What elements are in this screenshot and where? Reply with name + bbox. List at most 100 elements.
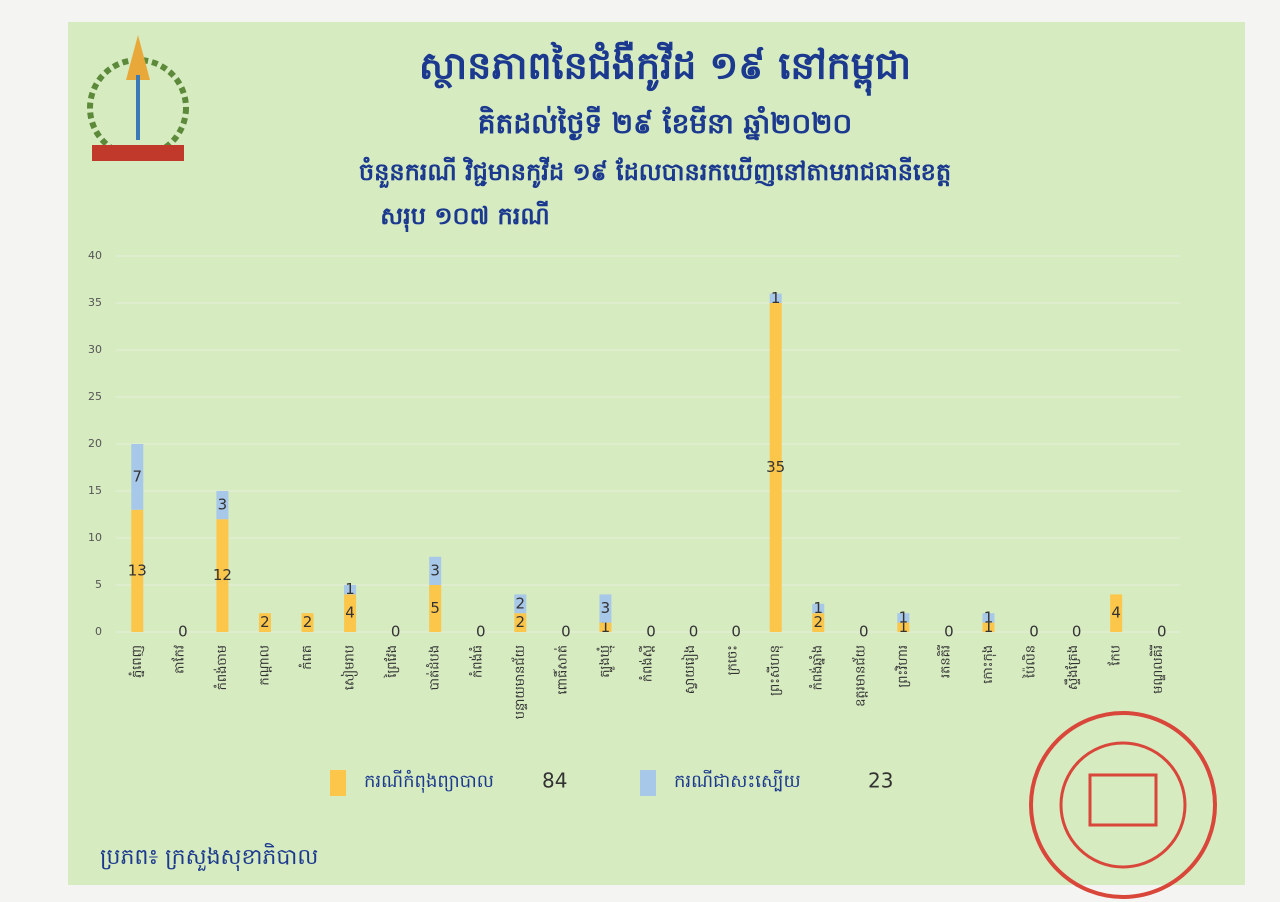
y-tick-label: 20 (88, 437, 102, 450)
bar-segment (982, 622, 995, 632)
data-label: 4 (345, 604, 355, 622)
x-tick-label: កោះកុង (981, 645, 997, 684)
legend-swatch (330, 770, 346, 796)
bar-segment (769, 303, 782, 632)
bar-segment (897, 613, 910, 623)
x-tick-label: មណ្ឌលគិរី (1149, 645, 1166, 694)
bar-segment (216, 519, 229, 632)
data-label: 2 (303, 613, 313, 631)
title: ស្ថានភាពនៃជំងឺកូវីដ ១៩ នៅកម្ពុជា (419, 41, 911, 97)
x-tick-label: ព្រៃវែង (383, 645, 400, 679)
bar-segment (216, 491, 229, 520)
x-tick-label: ឧត្តរមានជ័យ (851, 645, 868, 707)
source: ប្រភព៖ ក្រសួងសុខាភិបាល (100, 843, 318, 871)
x-tick-label: ស្វាយរៀង (681, 645, 699, 694)
total-text: សរុប ១០៧ ករណី (380, 200, 549, 233)
x-tick-label: កណ្តាល (257, 645, 272, 686)
x-tick-label: ព្រះសីហនុ (766, 645, 784, 696)
x-tick-label: កំពង់ស្ពឺ (639, 645, 656, 682)
legend-swatch (640, 770, 656, 796)
data-label: 1 (899, 618, 909, 636)
data-label: 1 (345, 580, 355, 598)
data-label: 7 (133, 467, 143, 485)
bar-segment (514, 594, 527, 614)
x-tick-label: ភ្នំពេញ (128, 645, 145, 678)
data-label: 0 (1072, 623, 1082, 641)
x-tick-label: ស្ទឹងត្រែង (1064, 645, 1081, 690)
x-tick-label: រតនគិរី (936, 645, 953, 678)
data-label: 35 (766, 458, 785, 476)
data-label: 2 (516, 613, 526, 631)
legend-total: 84 (542, 769, 567, 793)
data-label: 0 (391, 623, 401, 641)
legend-label: ករណីកំពុងព្យាបាល (364, 769, 494, 793)
x-tick-label: តាកែវ (170, 645, 187, 674)
data-label: 0 (178, 623, 188, 641)
x-tick-label: កំពង់ឆ្នាំង (809, 645, 826, 690)
data-label: 0 (944, 623, 954, 641)
x-tick-label: បាត់ដំបង (426, 645, 443, 690)
data-label: 2 (813, 613, 823, 631)
data-label: 1 (984, 608, 994, 626)
x-tick-label: ត្បូងឃ្មុំ (596, 645, 615, 678)
y-tick-label: 5 (95, 578, 102, 591)
data-label: 1 (813, 599, 823, 617)
y-tick-label: 0 (95, 625, 102, 638)
data-label: 4 (1111, 604, 1121, 622)
data-label: 2 (260, 613, 270, 631)
bar-segment (599, 594, 612, 623)
bar-segment (131, 509, 144, 632)
x-tick-label: ក្រចេះ (726, 645, 741, 675)
y-tick-label: 30 (88, 343, 102, 356)
y-tick-label: 35 (88, 296, 102, 309)
x-tick-label: កំពត (298, 645, 315, 670)
data-label: 0 (731, 623, 741, 641)
subtitle: គិតដល់ថ្ងៃទី ២៩ ខែមីនា ឆ្នាំ២០២០ (478, 105, 852, 141)
x-tick-label: បន្ទាយមានជ័យ (511, 645, 528, 719)
x-tick-label: កែប (1107, 645, 1124, 666)
data-label: 12 (213, 566, 232, 584)
y-tick-label: 25 (88, 390, 102, 403)
bar-segment (429, 585, 442, 632)
bar-segment (599, 622, 612, 632)
bar-segment (1110, 594, 1123, 632)
data-label: 13 (128, 561, 147, 579)
bar-segment (429, 556, 442, 585)
data-label: 2 (516, 594, 526, 612)
bar-segment (769, 293, 782, 303)
data-label: 0 (1029, 623, 1039, 641)
bar-segment (812, 603, 825, 614)
y-tick-label: 10 (88, 531, 102, 544)
bar-segment (344, 594, 357, 632)
x-tick-label: ព្រះវិហារ (894, 645, 911, 688)
bar-segment (344, 585, 357, 595)
bar-segment (301, 613, 314, 632)
data-label: 1 (899, 608, 909, 626)
y-tick-label: 40 (88, 249, 102, 262)
data-label: 1 (984, 618, 994, 636)
y-tick-label: 15 (88, 484, 102, 497)
bar-segment (982, 613, 995, 623)
data-label: 1 (601, 618, 611, 636)
bar-segment (897, 622, 910, 632)
panel (68, 22, 1245, 885)
legend-total: 23 (868, 769, 893, 793)
logo (87, 35, 189, 161)
x-tick-label: ពោធិ៍សាត់ (552, 645, 570, 695)
data-label: 0 (859, 623, 869, 641)
bar-segment (131, 444, 144, 510)
data-label: 0 (561, 623, 571, 641)
stamp (1029, 711, 1217, 899)
x-tick-label: ប៉ៃលិន (1022, 645, 1039, 679)
data-label: 0 (689, 623, 699, 641)
data-label: 3 (430, 561, 440, 579)
bar-segment (258, 613, 271, 632)
x-tick-label: សៀមរាប (341, 645, 359, 690)
data-label: 5 (430, 599, 440, 617)
data-label: 1 (771, 289, 781, 307)
bar-segment (514, 613, 527, 632)
data-label: 3 (218, 496, 228, 514)
data-label: 0 (1157, 623, 1167, 641)
